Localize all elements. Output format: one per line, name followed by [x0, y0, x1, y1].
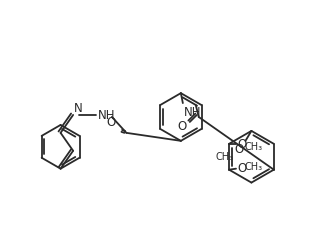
Text: O: O	[234, 142, 243, 155]
Text: NH: NH	[98, 109, 116, 122]
Text: O: O	[178, 119, 187, 132]
Text: CH₃: CH₃	[245, 161, 263, 171]
Text: NH: NH	[184, 106, 201, 119]
Text: O: O	[106, 115, 116, 128]
Text: N: N	[74, 101, 83, 114]
Text: O: O	[237, 138, 246, 151]
Text: CH₃: CH₃	[215, 151, 234, 161]
Text: O: O	[237, 161, 246, 174]
Text: CH₃: CH₃	[245, 141, 263, 151]
